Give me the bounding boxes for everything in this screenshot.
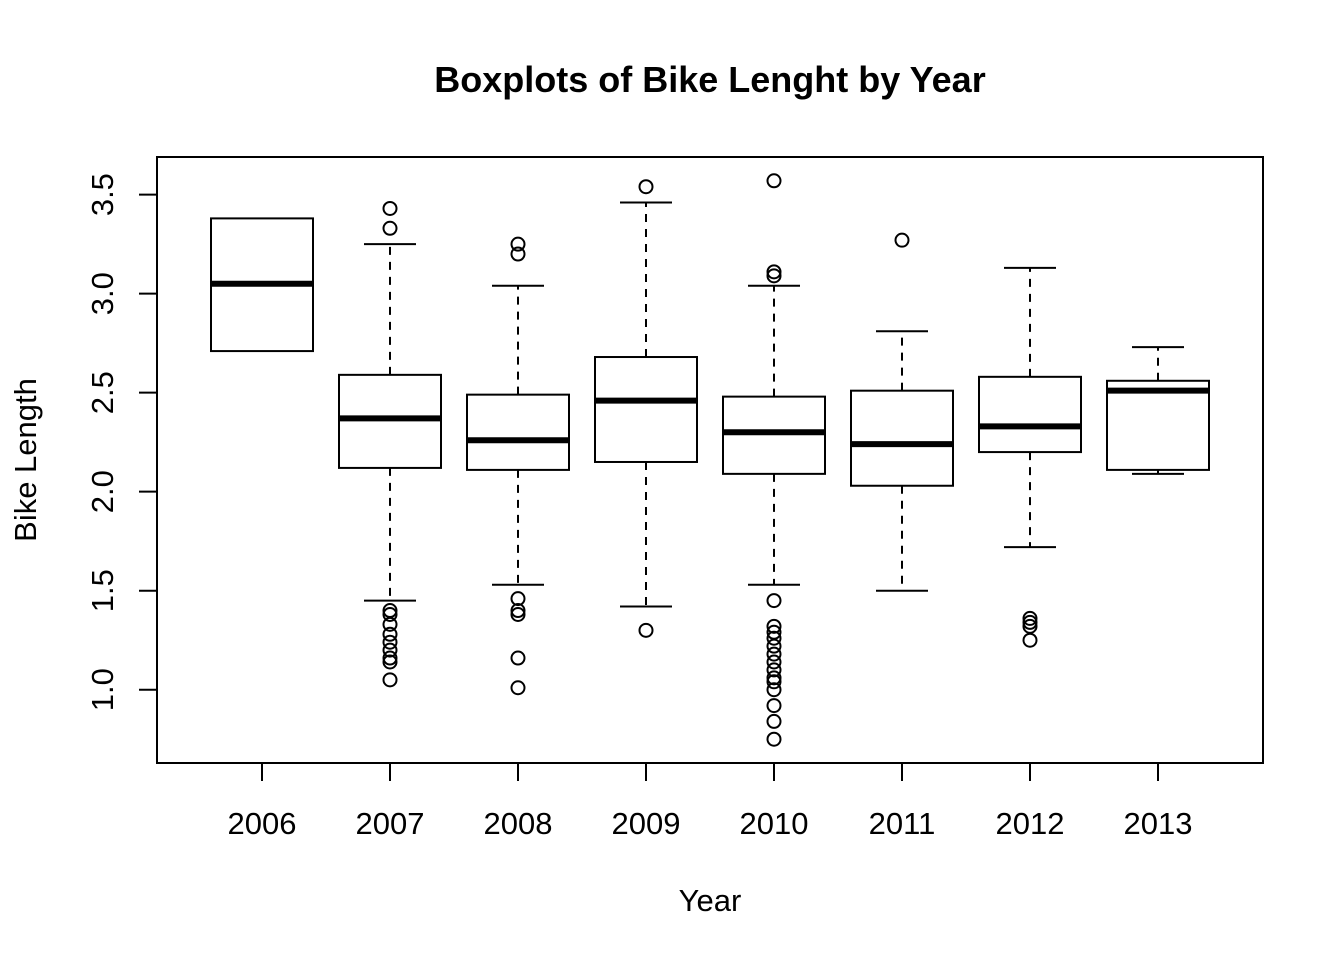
y-tick-label: 1.0 (85, 668, 120, 711)
outlier-point (766, 173, 782, 189)
outlier-point (766, 670, 782, 686)
outlier-point (382, 650, 398, 666)
outlier-point (894, 232, 910, 248)
outlier-point (766, 646, 782, 662)
outlier-point (510, 680, 526, 696)
outlier-point (382, 634, 398, 650)
outlier-point (766, 713, 782, 729)
outlier-point (766, 268, 782, 284)
outlier-point (766, 593, 782, 609)
plot-frame (156, 156, 1264, 764)
y-axis: 1.0 1.5 2.0 2.5 3.0 3.5 (85, 173, 157, 711)
iqr-box (1106, 379, 1210, 471)
x-tick-label: 2006 (228, 806, 297, 841)
outlier-point (766, 731, 782, 747)
outlier-point (766, 662, 782, 678)
outlier-point (382, 200, 398, 216)
box-2006 (210, 217, 314, 353)
y-tick-label: 1.5 (85, 569, 120, 612)
outlier-point (1022, 610, 1038, 626)
y-tick-label: 3.5 (85, 173, 120, 216)
x-tick-label: 2010 (740, 806, 809, 841)
iqr-box (594, 356, 698, 463)
box-2011 (850, 232, 954, 592)
outlier-point (382, 606, 398, 622)
iqr-box (466, 393, 570, 471)
outlier-point (766, 698, 782, 714)
outlier-point (510, 591, 526, 607)
x-axis-label: Year (679, 883, 742, 918)
outlier-point (382, 616, 398, 632)
y-tick-label: 2.5 (85, 371, 120, 414)
y-tick-label: 3.0 (85, 272, 120, 315)
outlier-point (766, 264, 782, 280)
x-tick-label: 2013 (1124, 806, 1193, 841)
outlier-point (1022, 632, 1038, 648)
box-2007 (338, 200, 442, 688)
outlier-point (510, 246, 526, 262)
y-tick-label: 2.0 (85, 470, 120, 513)
iqr-box (850, 389, 954, 487)
outlier-point (766, 618, 782, 634)
outlier-point (1022, 614, 1038, 630)
outlier-point (510, 236, 526, 252)
outlier-point (766, 630, 782, 646)
outlier-point (766, 654, 782, 670)
x-axis: 2006 2007 2008 2009 2010 2011 2012 2013 (228, 763, 1193, 841)
outlier-point (638, 622, 654, 638)
outlier-point (382, 220, 398, 236)
x-tick-label: 2009 (612, 806, 681, 841)
outlier-point (766, 674, 782, 690)
y-axis-label: Bike Length (8, 378, 43, 542)
outlier-point (766, 638, 782, 654)
outlier-point (510, 603, 526, 619)
x-tick-label: 2011 (869, 806, 936, 841)
outlier-point (510, 650, 526, 666)
box-2010 (722, 173, 826, 747)
box-2009 (594, 179, 698, 638)
outlier-point (382, 626, 398, 642)
iqr-box (978, 375, 1082, 454)
x-tick-label: 2008 (484, 806, 553, 841)
outlier-point (382, 654, 398, 670)
outlier-point (510, 606, 526, 622)
x-tick-label: 2007 (356, 806, 425, 841)
chart-title: Boxplots of Bike Lenght by Year (434, 59, 985, 100)
outlier-point (382, 672, 398, 688)
outlier-point (638, 179, 654, 195)
x-tick-label: 2012 (996, 806, 1065, 841)
box-2012 (978, 266, 1082, 648)
outlier-point (382, 642, 398, 658)
box-2008 (466, 236, 570, 696)
box-2013 (1106, 346, 1210, 475)
boxplot-series (210, 173, 1210, 747)
outlier-point (766, 682, 782, 698)
